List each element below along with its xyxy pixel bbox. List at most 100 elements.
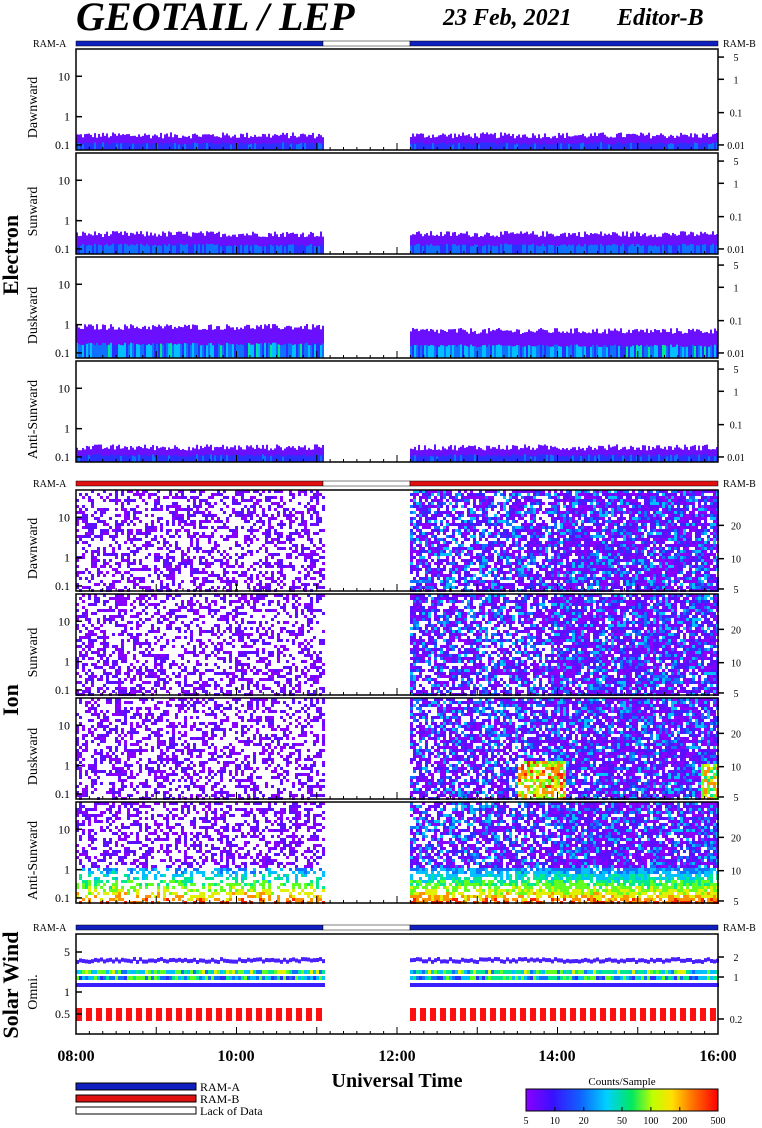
count-cell: [554, 541, 557, 544]
spectrum-core: [244, 245, 246, 254]
count-cell: [151, 544, 154, 547]
count-cell: [512, 493, 515, 496]
spectrum-column: [300, 134, 302, 150]
spectrum-core: [486, 454, 488, 462]
spectrum-column: [254, 134, 256, 150]
count-cell: [452, 547, 455, 550]
spectrum-column: [434, 235, 436, 254]
count-cell: [503, 505, 506, 508]
spectrum-column: [548, 449, 550, 462]
count-cell: [512, 577, 515, 580]
spectrum-core: [544, 454, 546, 462]
spectrum-column: [618, 132, 620, 150]
spectrum-column: [712, 333, 714, 358]
count-cell: [503, 550, 506, 553]
spectrum-column: [632, 330, 634, 358]
count-cell: [458, 514, 461, 517]
count-cell: [181, 490, 184, 493]
count-cell: [563, 514, 566, 517]
spectrum-column: [514, 234, 516, 254]
count-cell: [467, 523, 470, 526]
spectrum-core: [610, 455, 612, 462]
count-cell: [115, 520, 118, 523]
spectrum-column: [536, 330, 538, 358]
spectrum-column: [150, 232, 152, 254]
count-cell: [190, 496, 193, 499]
count-cell: [145, 490, 148, 493]
count-cell: [127, 565, 130, 568]
spectrum-core: [636, 455, 638, 462]
spectrum-column: [232, 136, 234, 150]
count-cell: [536, 547, 539, 550]
spectrum-column: [496, 138, 498, 150]
spectrum-column: [584, 136, 586, 150]
count-cell: [431, 553, 434, 556]
count-cell: [76, 586, 79, 589]
spectrum-column: [528, 329, 530, 358]
spectrum-core: [290, 244, 292, 254]
count-cell: [217, 526, 220, 529]
spectrum-column: [250, 445, 252, 462]
count-cell: [422, 493, 425, 496]
spectrum-column: [308, 234, 310, 254]
count-cell: [464, 586, 467, 589]
spectrum-column: [116, 329, 118, 358]
spectrum-core: [190, 456, 192, 462]
spectrum-core: [646, 246, 648, 254]
count-cell: [280, 571, 283, 574]
count-cell: [112, 529, 115, 532]
spectrum-core: [566, 346, 568, 358]
count-cell: [130, 562, 133, 565]
spectrum-core: [166, 246, 168, 254]
count-cell: [509, 517, 512, 520]
spectrum-core: [238, 345, 240, 358]
count-cell: [175, 547, 178, 550]
count-cell: [434, 490, 437, 493]
count-cell: [473, 511, 476, 514]
count-cell: [485, 517, 488, 520]
count-cell: [464, 505, 467, 508]
spectrum-column: [670, 328, 672, 358]
count-cell: [425, 574, 428, 577]
spectrum-column: [502, 234, 504, 254]
count-cell: [97, 550, 100, 553]
count-cell: [440, 568, 443, 571]
count-cell: [259, 517, 262, 520]
spectrum-column: [256, 233, 258, 254]
count-cell: [518, 514, 521, 517]
count-cell: [106, 532, 109, 535]
spectrum-column: [314, 327, 316, 358]
count-cell: [527, 544, 530, 547]
count-cell: [515, 496, 518, 499]
spectrum-column: [316, 444, 318, 462]
count-cell: [554, 508, 557, 511]
spectrum-column: [626, 134, 628, 150]
count-cell: [503, 532, 506, 535]
spectrum-column: [164, 326, 166, 358]
spectrum-column: [694, 133, 696, 150]
spectrum-column: [278, 328, 280, 358]
spectrum-core: [472, 346, 474, 358]
count-cell: [458, 523, 461, 526]
spectrum-core: [136, 343, 138, 358]
spectrum-column: [86, 235, 88, 254]
spectrum-core: [532, 346, 534, 358]
count-cell: [163, 586, 166, 589]
spectrum-core: [220, 144, 222, 150]
count-cell: [199, 526, 202, 529]
spectrum-column: [596, 328, 598, 358]
spectrum-column: [612, 232, 614, 254]
spectrum-column: [492, 329, 494, 358]
y-tick-label: 1: [64, 318, 70, 332]
spectrum-column: [188, 324, 190, 358]
spectrum-column: [652, 136, 654, 150]
count-cell: [265, 583, 268, 586]
spectrum-core: [666, 244, 668, 254]
count-cell: [91, 490, 94, 493]
spectrum-core: [446, 346, 448, 358]
spectrum-core: [512, 346, 514, 358]
spectrum-column: [140, 446, 142, 462]
count-cell: [449, 562, 452, 565]
count-cell: [166, 574, 169, 577]
count-cell: [488, 520, 491, 523]
